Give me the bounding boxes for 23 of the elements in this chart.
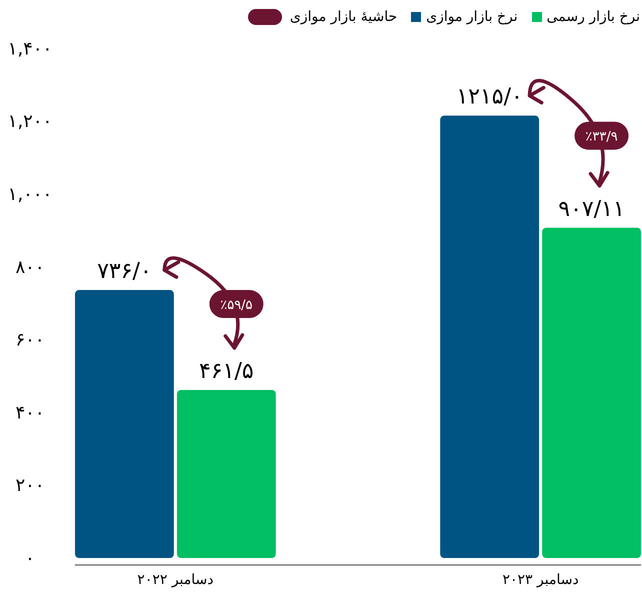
legend-label: نرخ بازار موازی bbox=[426, 9, 518, 25]
x-tick-label: دسامبر ۲۰۲۲ bbox=[137, 572, 214, 588]
y-tick-label: ۱,۰۰۰ bbox=[8, 184, 52, 205]
x-tick-label: دسامبر ۲۰۲۳ bbox=[502, 572, 579, 588]
y-tick-label: ۱,۴۰۰ bbox=[8, 38, 52, 60]
data-label: ۴۶۱/۵ bbox=[199, 358, 254, 384]
data-label: ۹۰۷/۱۱ bbox=[558, 196, 625, 222]
annotation: حاشیهٔ بازار موازی bbox=[290, 9, 398, 25]
annotation: ٪۳۳/۹ bbox=[585, 130, 618, 145]
data-label: ۱۲۱۵/۰ bbox=[456, 84, 523, 110]
bar bbox=[75, 290, 174, 558]
y-tick-label: ۴۰۰ bbox=[15, 402, 45, 424]
legend-label: نرخ بازار رسمی bbox=[546, 9, 640, 25]
bar bbox=[542, 228, 641, 558]
y-tick-label: ۱,۲۰۰ bbox=[8, 111, 52, 132]
y-tick-label: ۶۰۰ bbox=[15, 330, 45, 351]
y-tick-label: ۸۰۰ bbox=[15, 256, 45, 278]
data-label: ۷۳۶/۰ bbox=[97, 259, 152, 284]
y-tick-label: ۲۰۰ bbox=[15, 475, 45, 496]
annotation: ٪۵۹/۵ bbox=[220, 298, 253, 314]
bar bbox=[440, 116, 540, 558]
bar bbox=[176, 390, 276, 558]
y-tick-label: ۰ bbox=[25, 548, 35, 569]
